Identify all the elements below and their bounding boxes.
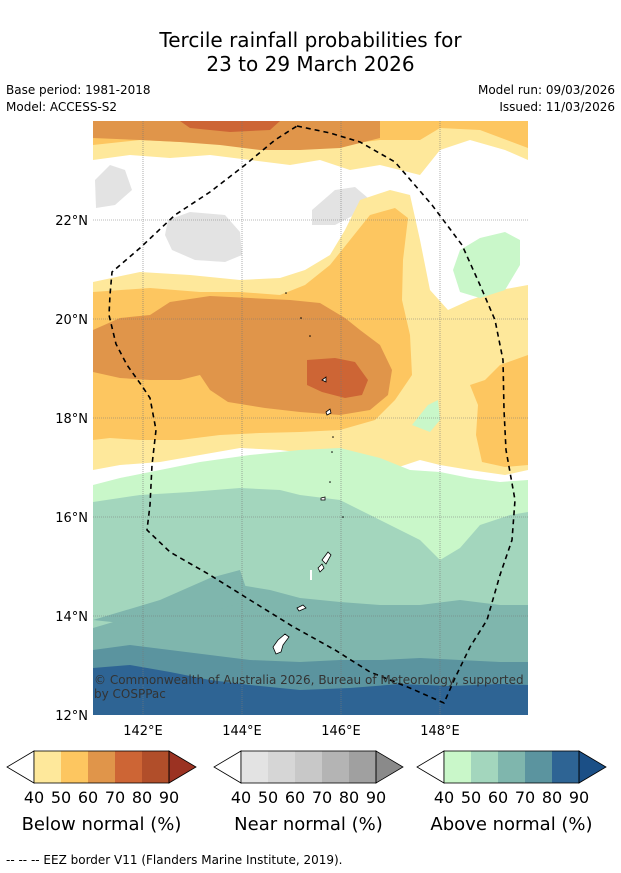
below-normal-70-area-north xyxy=(180,121,280,132)
near-normal-colorbar-low-arrow xyxy=(213,750,242,784)
above-normal-colorbar-tick: 90 xyxy=(569,788,589,807)
above-normal-60-area-left xyxy=(93,570,250,625)
above-normal-colorbar-low-arrow xyxy=(416,750,445,784)
above-normal-colorbar-tick: 80 xyxy=(542,788,562,807)
above-normal-colorbar-high-arrow xyxy=(578,750,607,784)
near-normal-colorbar-segment xyxy=(349,751,376,783)
below-normal-colorbar-tick: 50 xyxy=(51,788,71,807)
lon-label-144e: 144°E xyxy=(222,724,262,739)
near-normal-40-patch-east xyxy=(312,187,368,225)
near-normal-40-patch-west xyxy=(95,165,132,208)
below-normal-50-area-east xyxy=(470,355,528,467)
above-normal-colorbar-label: Above normal (%) xyxy=(430,814,592,835)
lat-label-18n: 18°N xyxy=(55,412,88,427)
near-normal-colorbar: 40 50 60 70 80 90 Near normal (%) xyxy=(213,750,404,835)
base-period: Base period: 1981-2018 xyxy=(6,83,151,97)
below-normal-colorbar-segment xyxy=(115,751,142,783)
island-pagan xyxy=(325,408,332,416)
above-normal-40-patch-small xyxy=(412,400,440,432)
colorbar-legend-group: 40 50 60 70 80 90 Below normal (%) 40 50 60 70 80 90… xyxy=(6,750,607,835)
island-guam xyxy=(272,633,290,655)
rainfall-probability-map: © Commonwealth of Australia 2026, Bureau… xyxy=(6,121,607,835)
above-normal-colorbar-segment xyxy=(498,751,525,783)
below-normal-colorbar-label: Below normal (%) xyxy=(22,814,182,835)
above-normal-40-patch-northeast xyxy=(453,232,520,298)
probability-fill-layer xyxy=(93,121,528,715)
near-normal-colorbar-segment xyxy=(268,751,295,783)
near-normal-colorbar-tick: 40 xyxy=(231,788,251,807)
near-normal-colorbar-tick: 90 xyxy=(366,788,386,807)
lat-label-22n: 22°N xyxy=(55,214,88,229)
below-normal-colorbar: 40 50 60 70 80 90 Below normal (%) xyxy=(6,750,197,835)
below-normal-colorbar-segment xyxy=(61,751,88,783)
eez-source-note: -- -- -- EEZ border V11 (Flanders Marine… xyxy=(6,853,343,867)
above-normal-colorbar-segment xyxy=(471,751,498,783)
near-normal-colorbar-segment xyxy=(322,751,349,783)
lat-lon-gridlines xyxy=(93,121,528,715)
island-alamagan xyxy=(320,496,326,501)
near-normal-colorbar-tick: 50 xyxy=(258,788,278,807)
lon-label-148e: 148°E xyxy=(420,724,460,739)
below-normal-colorbar-segment xyxy=(142,751,169,783)
lat-label-14n: 14°N xyxy=(55,610,88,625)
map-title-line2: 23 to 29 March 2026 xyxy=(206,52,415,76)
above-normal-colorbar: 40 50 60 70 80 90 Above normal (%) xyxy=(416,750,607,835)
below-normal-colorbar-tick: 40 xyxy=(24,788,44,807)
below-normal-colorbar-outline xyxy=(33,750,170,784)
above-normal-colorbar-tick: 60 xyxy=(488,788,508,807)
below-normal-colorbar-tick: 90 xyxy=(159,788,179,807)
issued-date: Issued: 11/03/2026 xyxy=(499,100,615,114)
below-normal-colorbar-segment xyxy=(88,751,115,783)
island-agrihan xyxy=(321,376,327,383)
model-run-date: Model run: 09/03/2026 xyxy=(477,83,615,97)
near-normal-colorbar-high-arrow xyxy=(375,750,404,784)
lon-label-142e: 142°E xyxy=(123,724,163,739)
near-normal-colorbar-label: Near normal (%) xyxy=(234,814,383,835)
eez-border-line xyxy=(108,125,516,705)
above-normal-colorbar-segment xyxy=(525,751,552,783)
island-white-mark xyxy=(310,570,312,580)
near-normal-colorbar-tick: 80 xyxy=(339,788,359,807)
near-normal-colorbar-tick: 60 xyxy=(285,788,305,807)
lat-label-20n: 20°N xyxy=(55,313,88,328)
near-normal-colorbar-segment xyxy=(241,751,268,783)
near-normal-colorbar-segment xyxy=(295,751,322,783)
above-normal-colorbar-tick: 40 xyxy=(434,788,454,807)
below-normal-colorbar-high-arrow xyxy=(168,750,197,784)
island-saipan xyxy=(321,551,332,565)
model-name: Model: ACCESS-S2 xyxy=(6,100,118,114)
above-normal-colorbar-segment xyxy=(444,751,471,783)
island-rota xyxy=(296,604,307,612)
below-normal-colorbar-tick: 80 xyxy=(132,788,152,807)
below-normal-colorbar-tick: 70 xyxy=(105,788,125,807)
islet-dots xyxy=(285,292,344,518)
near-normal-colorbar-tick: 70 xyxy=(312,788,332,807)
above-normal-colorbar-tick: 50 xyxy=(461,788,481,807)
below-normal-colorbar-tick: 60 xyxy=(78,788,98,807)
below-normal-colorbar-segment xyxy=(34,751,61,783)
map-title-line1: Tercile rainfall probabilities for xyxy=(159,28,462,52)
island-outlines xyxy=(272,376,332,655)
above-normal-colorbar-tick: 70 xyxy=(515,788,535,807)
above-normal-80-area-south xyxy=(93,665,528,715)
near-normal-colorbar-outline xyxy=(240,750,377,784)
above-normal-colorbar-outline xyxy=(443,750,580,784)
lat-label-16n: 16°N xyxy=(55,511,88,526)
lon-label-146e: 146°E xyxy=(321,724,361,739)
lat-label-12n: 12°N xyxy=(55,709,88,724)
island-tinian xyxy=(317,563,325,573)
credit-line2: by COSPPac xyxy=(94,687,166,701)
credit-line1: © Commonwealth of Australia 2026, Bureau… xyxy=(94,673,524,687)
below-normal-colorbar-low-arrow xyxy=(6,750,35,784)
above-normal-colorbar-segment xyxy=(552,751,579,783)
near-normal-40-patch-center xyxy=(165,212,242,262)
below-normal-70-area-central xyxy=(307,358,368,398)
